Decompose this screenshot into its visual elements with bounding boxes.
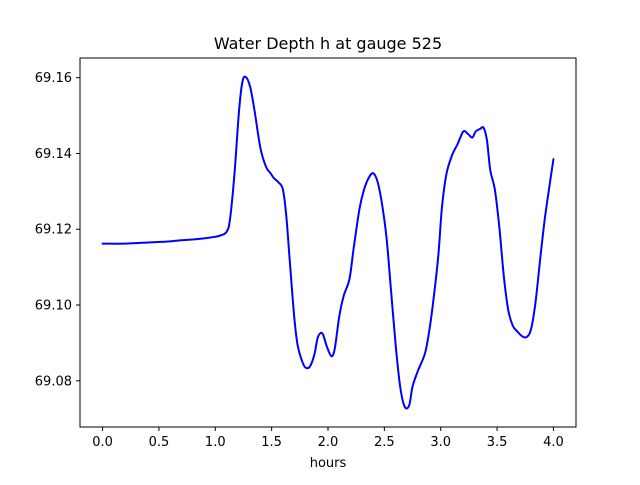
chart-title: Water Depth h at gauge 525 — [214, 34, 442, 53]
x-tick-label: 1.5 — [261, 435, 282, 450]
x-tick-label: 3.5 — [487, 435, 508, 450]
y-tick-label: 69.12 — [35, 223, 72, 238]
y-tick-label: 69.16 — [35, 71, 72, 86]
y-axis: 69.08 69.10 69.12 69.14 69.16 — [35, 71, 80, 389]
x-tick-label: 2.5 — [374, 435, 395, 450]
y-tick-label: 69.10 — [35, 299, 72, 314]
x-axis-label: hours — [310, 456, 347, 471]
x-tick-label: 4.0 — [543, 435, 564, 450]
series-line — [101, 75, 555, 410]
plot-layer — [101, 75, 555, 410]
x-tick-label: 1.0 — [205, 435, 226, 450]
x-axis: 0.0 0.5 1.0 1.5 2.0 2.5 3.0 3.5 4.0 — [92, 427, 564, 450]
x-tick-label: 2.0 — [318, 435, 339, 450]
y-tick-label: 69.08 — [35, 374, 72, 389]
y-tick-label: 69.14 — [35, 147, 72, 162]
x-tick-label: 0.0 — [92, 435, 113, 450]
x-tick-label: 0.5 — [149, 435, 170, 450]
x-tick-label: 3.0 — [430, 435, 451, 450]
